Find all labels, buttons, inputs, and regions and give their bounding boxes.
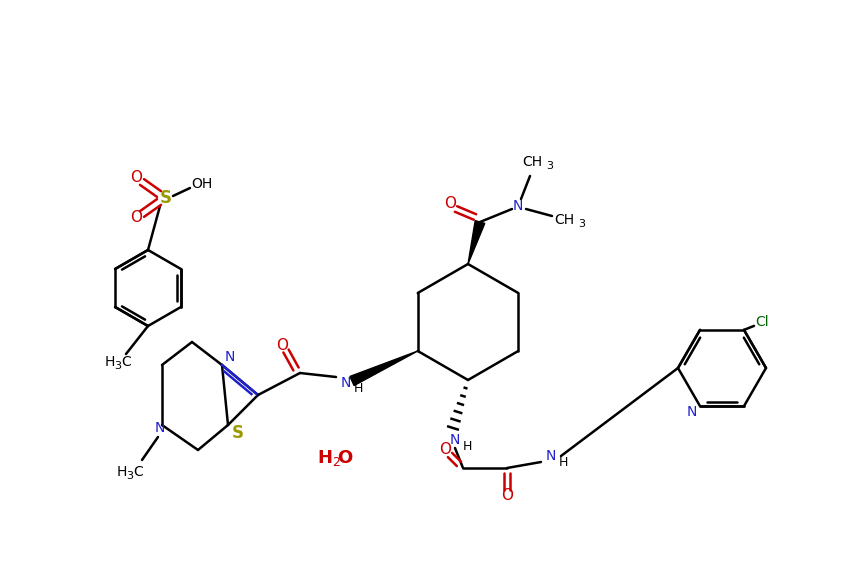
Text: N: N: [154, 421, 165, 435]
Text: O: O: [444, 196, 456, 212]
Text: N: N: [687, 405, 697, 419]
Text: 3: 3: [546, 161, 553, 171]
Text: H: H: [558, 455, 568, 469]
Text: H: H: [318, 449, 332, 467]
Text: 3: 3: [115, 361, 122, 371]
Text: O: O: [130, 210, 142, 226]
Text: N: N: [545, 449, 556, 463]
Text: O: O: [130, 170, 142, 185]
Polygon shape: [468, 220, 485, 264]
Text: N: N: [341, 376, 351, 390]
Polygon shape: [350, 351, 418, 385]
Text: Cl: Cl: [755, 315, 769, 329]
Text: C: C: [121, 355, 131, 369]
Text: O: O: [501, 489, 513, 504]
Text: S: S: [160, 189, 172, 207]
Text: CH: CH: [554, 213, 574, 227]
Text: OH: OH: [192, 177, 212, 191]
Text: S: S: [232, 424, 244, 442]
Text: O: O: [276, 338, 288, 353]
Text: N: N: [225, 350, 236, 364]
Text: 3: 3: [578, 219, 585, 229]
Text: H: H: [353, 382, 362, 395]
Text: O: O: [337, 449, 353, 467]
Text: O: O: [439, 442, 451, 458]
Text: C: C: [133, 465, 143, 479]
Text: 3: 3: [127, 471, 134, 481]
Text: CH: CH: [522, 155, 542, 169]
Text: N: N: [450, 433, 460, 447]
Text: N: N: [513, 199, 523, 213]
Text: 2: 2: [332, 455, 340, 469]
Text: H: H: [117, 465, 127, 479]
Text: H: H: [104, 355, 115, 369]
Text: H: H: [463, 440, 472, 452]
